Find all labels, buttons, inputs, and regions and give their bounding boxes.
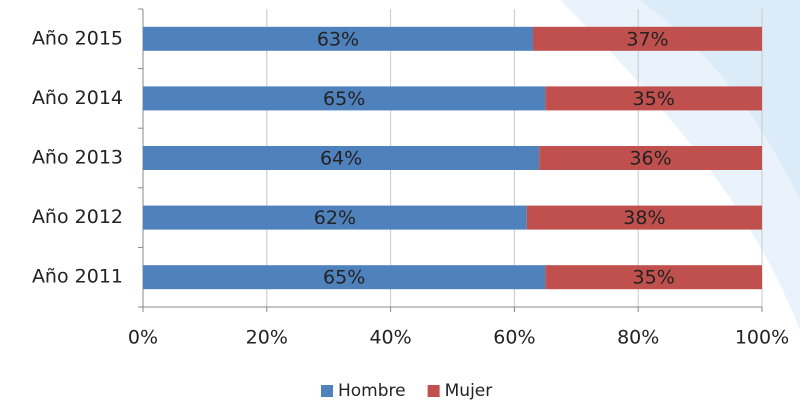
bar-value-label: 62% (314, 207, 356, 229)
bar-segment (545, 86, 762, 111)
bar-value-label: 63% (317, 28, 359, 50)
x-tick-label: 40% (369, 327, 411, 349)
bar-segment (539, 146, 762, 170)
bar-segment (545, 265, 762, 290)
bar-value-label: 36% (629, 148, 671, 170)
bar-value-label: 38% (623, 207, 665, 229)
bar-segment (143, 205, 527, 230)
bar-value-label: 65% (323, 88, 365, 110)
bar-value-label: 35% (633, 267, 675, 289)
y-tick-label: Año 2014 (32, 87, 123, 109)
x-tick-label: 100% (735, 327, 789, 349)
bar-value-label: 64% (320, 148, 362, 170)
x-tick-label: 60% (493, 327, 535, 349)
bar-value-label: 37% (626, 28, 668, 50)
y-tick-label: Año 2013 (32, 147, 123, 169)
bar-segment (143, 265, 546, 290)
bar-segment (143, 146, 540, 170)
bar-value-label: 35% (633, 88, 675, 110)
x-tick-label: 20% (246, 327, 288, 349)
x-tick-label: 80% (617, 327, 659, 349)
bar-segment (143, 86, 546, 111)
y-tick-label: Año 2012 (32, 206, 123, 228)
x-tick-label: 0% (128, 327, 158, 349)
bar-segment (526, 205, 762, 230)
bar-segment (532, 26, 762, 51)
legend-swatch (427, 385, 440, 397)
y-tick-label: Año 2015 (32, 27, 123, 49)
bar-value-label: 65% (323, 267, 365, 289)
legend-swatch (321, 385, 333, 397)
y-tick-label: Año 2011 (32, 266, 123, 288)
legend-label: Mujer (445, 381, 493, 401)
legend-label: Hombre (338, 381, 406, 401)
bar-segment (143, 26, 533, 51)
